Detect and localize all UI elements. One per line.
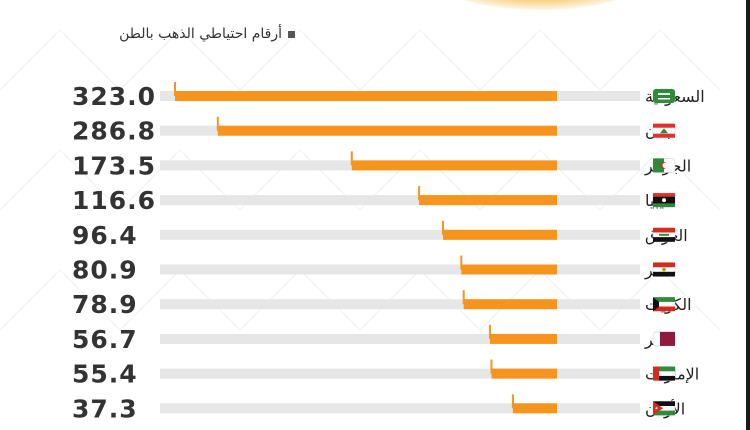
- gold-glow-decoration: [430, 0, 650, 10]
- kuwait-flag-icon-part: [653, 297, 659, 312]
- bar-leader-tick: [460, 255, 463, 270]
- bar-track: [160, 368, 640, 379]
- bar-row: 116.6ليبيا: [72, 186, 676, 215]
- iraq-flag-icon-part: [659, 233, 669, 236]
- bar-track: [160, 299, 640, 310]
- iraq-flag-icon-part: [653, 237, 675, 242]
- bar-leader-tick: [511, 394, 514, 409]
- kuwait-flag-icon-part: [653, 297, 675, 302]
- bar-leader-tick: [488, 324, 491, 339]
- bar: [175, 91, 557, 101]
- flag: [652, 88, 676, 104]
- saudi-arabia-flag-icon-part: [653, 89, 675, 103]
- bar-leader-tick: [490, 359, 493, 374]
- bar-row: 56.7قطر: [72, 324, 676, 354]
- egypt-flag-icon-part: [653, 271, 675, 277]
- value-label: 55.4: [72, 360, 138, 389]
- bar-row: 323.0السعودية: [72, 82, 705, 111]
- bar: [512, 403, 557, 414]
- flag: [652, 123, 676, 138]
- bar: [489, 333, 557, 344]
- flag: [652, 262, 676, 277]
- kuwait-flag-icon-part: [653, 306, 675, 312]
- value-label: 37.3: [72, 394, 138, 423]
- bar-leader-tick: [462, 290, 465, 305]
- bar-row: 286.8لبنان: [72, 116, 676, 146]
- flag: [652, 192, 676, 208]
- jordan-flag-icon-part: [653, 401, 663, 416]
- egypt-flag-icon-part: [653, 262, 675, 268]
- value-label: 56.7: [72, 325, 138, 354]
- algeria-flag-icon-part: [662, 162, 669, 169]
- value-label: 323.0: [72, 82, 156, 111]
- bar-row: 96.4العراق: [72, 220, 688, 250]
- jordan-flag-icon-part: [655, 407, 658, 410]
- subtitle-text: أرقام احتياطي الذهب بالطن: [119, 26, 282, 42]
- flag: [652, 331, 676, 347]
- bar-row: 80.9مصر: [72, 255, 676, 285]
- bar-leader-tick: [418, 186, 421, 201]
- uae-flag-icon-part: [659, 366, 675, 372]
- flag: [652, 400, 676, 416]
- bar: [461, 264, 557, 275]
- bar-track: [160, 195, 640, 206]
- bar-leader-tick: [174, 82, 176, 96]
- value-label: 116.6: [72, 186, 156, 215]
- lebanon-flag-icon-part: [653, 133, 675, 138]
- bar-row: 173.5الجزائر: [72, 151, 691, 180]
- iraq-flag-icon-part: [653, 227, 675, 233]
- algeria-flag-icon-part: [653, 158, 664, 173]
- value-label: 286.8: [72, 117, 156, 146]
- bar-track: [160, 333, 640, 344]
- value-label: 173.5: [72, 151, 156, 180]
- bar-track: [160, 264, 640, 275]
- lebanon-flag-icon-part: [660, 128, 668, 134]
- bar-track: [160, 403, 640, 414]
- flag: [652, 366, 676, 381]
- uae-flag-icon-part: [653, 366, 659, 381]
- saudi-arabia-flag-icon-part: [658, 93, 670, 95]
- bar: [419, 195, 557, 206]
- jordan-flag-icon-part: [653, 401, 675, 406]
- uae-flag-icon-part: [659, 375, 675, 381]
- qatar-flag-icon-part: [660, 331, 675, 346]
- bar: [351, 160, 557, 171]
- bar-leader-tick: [350, 151, 353, 166]
- bar-row: 55.4الإمارات: [72, 359, 699, 389]
- egypt-flag-icon-part: [662, 267, 666, 272]
- libya-flag-icon-part: [653, 193, 675, 197]
- bar-row: 78.9الكويت: [72, 290, 692, 319]
- bar: [491, 368, 557, 379]
- value-label: 80.9: [72, 256, 138, 285]
- bar: [442, 229, 557, 240]
- bar-leader-tick: [441, 220, 444, 235]
- flag: [652, 296, 676, 312]
- saudi-arabia-flag-icon-part: [658, 98, 670, 100]
- qatar-flag-icon-part: [660, 331, 663, 346]
- flag: [652, 227, 676, 243]
- bullet-square-icon: [288, 30, 295, 38]
- right-border: [746, 0, 750, 430]
- bar-row: 37.3الأردن: [72, 394, 685, 423]
- value-label: 78.9: [72, 290, 138, 319]
- lebanon-flag-icon-part: [653, 123, 675, 128]
- libya-flag-icon-part: [662, 198, 666, 203]
- chart-subtitle: أرقام احتياطي الذهب بالطن: [119, 26, 295, 42]
- value-label: 96.4: [72, 221, 138, 250]
- libya-flag-icon-part: [653, 203, 675, 208]
- bar: [463, 299, 557, 310]
- flag: [652, 158, 676, 173]
- bar-leader-tick: [216, 116, 219, 131]
- bar-track: [160, 229, 640, 240]
- bar: [217, 125, 557, 136]
- jordan-flag-icon-part: [653, 410, 675, 416]
